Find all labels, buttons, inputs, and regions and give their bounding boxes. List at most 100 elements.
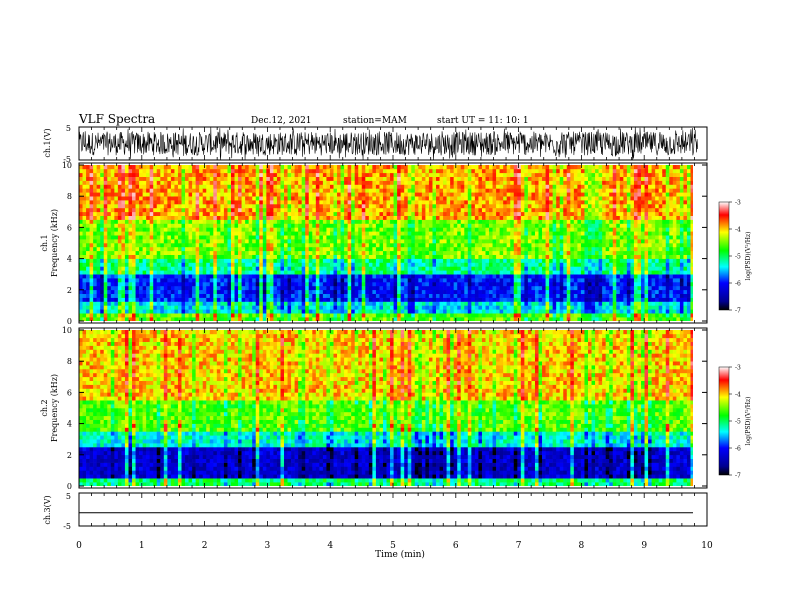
- spectrogram-cell: [227, 282, 232, 287]
- spectrogram-cell: [294, 250, 299, 255]
- spectrogram-cell: [199, 274, 204, 279]
- spectrogram-cell: [146, 211, 150, 216]
- spectrogram-cell: [110, 239, 115, 244]
- spectrogram-cell: [195, 204, 200, 209]
- spectrogram-cell: [96, 243, 101, 248]
- spectrogram-cell: [333, 231, 338, 236]
- spectrogram-cell: [457, 200, 462, 205]
- spectrogram-cell: [188, 207, 193, 213]
- spectrogram-cell: [142, 289, 147, 294]
- spectrogram-cell: [361, 200, 366, 205]
- spectrogram-cell: [156, 258, 161, 263]
- spectrogram-cell: [407, 219, 412, 224]
- spectrogram-cell: [510, 313, 515, 318]
- spectrogram-cell: [382, 313, 387, 318]
- spectrogram-cell: [322, 207, 327, 213]
- spectrogram-cell: [443, 176, 447, 181]
- spectrogram-cell: [220, 285, 225, 291]
- spectrogram-cell: [322, 254, 327, 259]
- spectrogram-cell: [223, 227, 228, 232]
- spectrogram-cell: [411, 258, 416, 263]
- spectrogram-cell: [333, 196, 338, 201]
- spectrogram-cell: [199, 278, 204, 283]
- spectrogram-cell: [467, 282, 472, 287]
- spectrogram-cell: [153, 184, 158, 189]
- spectrogram-cell: [86, 289, 90, 294]
- spectrogram-cell: [368, 289, 373, 294]
- spectrogram-cell: [291, 309, 295, 314]
- spectrogram-cell: [485, 293, 490, 298]
- spectrogram-cell: [460, 172, 465, 177]
- spectrogram-cell: [230, 254, 235, 259]
- spectrogram-cell: [322, 305, 327, 310]
- spectrogram-cell: [344, 313, 348, 318]
- spectrogram-cell: [414, 266, 419, 271]
- spectrogram-cell: [432, 254, 437, 259]
- spectrogram-cell: [185, 168, 189, 174]
- spectrogram-cell: [351, 270, 356, 275]
- spectrogram-cell: [382, 270, 387, 275]
- spectrogram-cell: [368, 188, 373, 193]
- spectrogram-cell: [428, 278, 433, 283]
- spectrogram-cell: [375, 254, 380, 259]
- spectrogram-cell: [397, 309, 401, 314]
- spectrogram-cell: [305, 207, 310, 213]
- spectrogram-cell: [506, 254, 511, 259]
- spectrogram-cell: [262, 258, 267, 263]
- spectrogram-cell: [132, 266, 136, 271]
- spectrogram-cell: [354, 254, 359, 259]
- spectrogram-cell: [372, 270, 377, 275]
- spectrogram-cell: [421, 204, 426, 209]
- spectrogram-cell: [280, 192, 285, 197]
- spectrogram-cell: [174, 215, 179, 220]
- start-time-label: start UT = 11: 10: 1: [437, 116, 529, 126]
- spectrogram-cell: [319, 305, 324, 310]
- spectrogram-cell: [167, 266, 172, 271]
- spectrogram-cell: [478, 258, 483, 263]
- spectrogram-cell: [276, 301, 281, 306]
- spectrogram-cell: [195, 219, 200, 224]
- spectrogram-cell: [478, 223, 483, 228]
- spectrogram-cell: [298, 282, 302, 287]
- spectrogram-cell: [368, 176, 373, 181]
- spectrogram-cell: [298, 211, 302, 216]
- spectrogram-cell: [337, 172, 341, 177]
- spectrogram-cell: [481, 204, 486, 209]
- spectrogram-cell: [489, 297, 493, 302]
- spectrogram-cell: [280, 196, 285, 201]
- spectrogram-cell: [315, 293, 320, 298]
- spectrogram-cell: [103, 313, 108, 318]
- spectrogram-cell: [450, 172, 454, 177]
- spectrogram-cell: [238, 305, 242, 310]
- spectrogram-cell: [241, 204, 246, 209]
- spectrogram-cell: [124, 309, 129, 314]
- spectrogram-cell: [124, 266, 129, 271]
- spectrogram-cell: [262, 227, 267, 232]
- spectrogram-cell: [301, 305, 306, 310]
- spectrogram-cell: [199, 297, 204, 302]
- spectrogram-cell: [492, 278, 497, 283]
- spectrogram-cell: [230, 250, 235, 255]
- spectrogram-cell: [276, 196, 281, 201]
- spectrogram-cell: [156, 196, 161, 201]
- spectrogram-cell: [284, 211, 288, 216]
- spectrogram-cell: [223, 297, 228, 302]
- spectrogram-cell: [199, 282, 204, 287]
- spectrogram-cell: [202, 172, 207, 177]
- spectrogram-cell: [291, 196, 295, 201]
- spectrogram-cell: [199, 305, 204, 310]
- spectrogram-cell: [460, 297, 465, 302]
- spectrogram-cell: [153, 266, 158, 271]
- spectrogram-cell: [153, 219, 158, 224]
- spectrogram-cell: [103, 254, 108, 259]
- spectrogram-cell: [209, 239, 214, 244]
- spectrogram-cell: [284, 313, 288, 318]
- spectrogram-cell: [425, 176, 430, 181]
- spectrogram-cell: [146, 239, 150, 244]
- spectrogram-cell: [266, 235, 271, 240]
- spectrogram-cell: [96, 289, 101, 294]
- spectrogram-cell: [287, 293, 292, 298]
- spectrogram-cell: [386, 246, 391, 252]
- spectrogram-cell: [149, 278, 154, 283]
- spectrogram-cell: [223, 215, 228, 220]
